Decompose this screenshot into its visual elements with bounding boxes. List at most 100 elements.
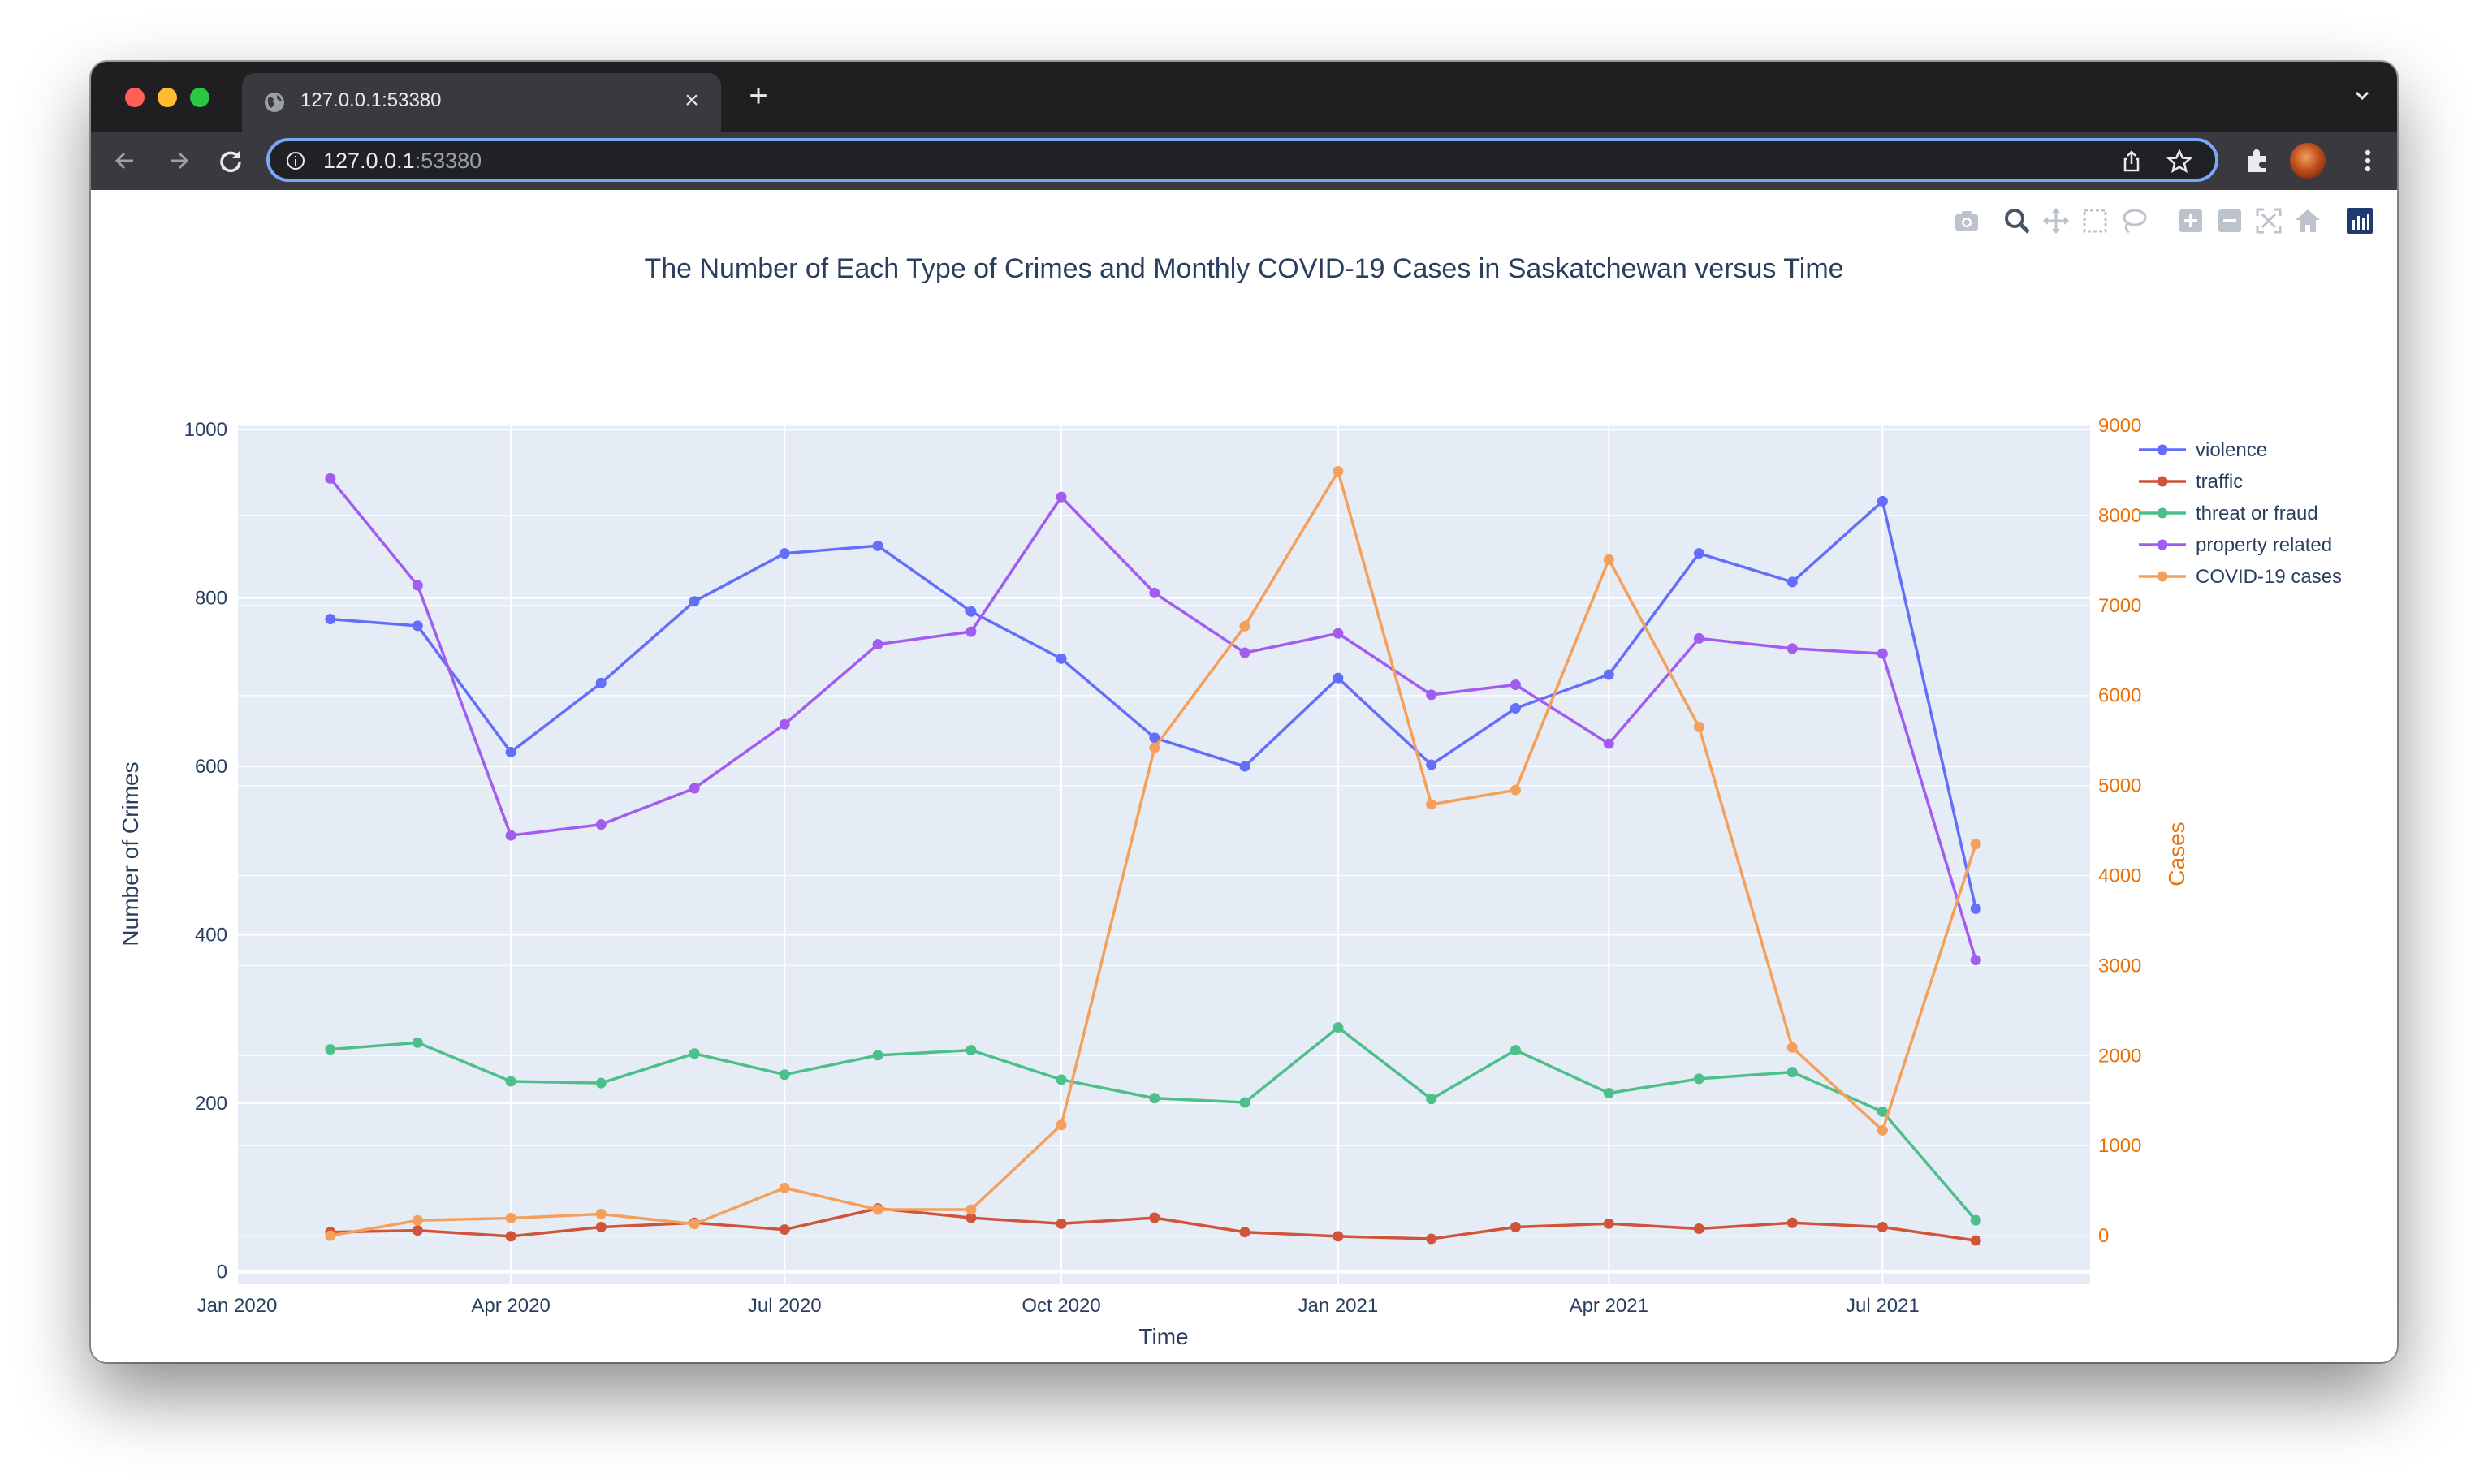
data-point-covid-19-cases[interactable] <box>505 1212 516 1223</box>
data-point-property-related[interactable] <box>595 819 607 830</box>
data-point-violence[interactable] <box>1426 759 1437 770</box>
data-point-threat-or-fraud[interactable] <box>965 1045 977 1056</box>
data-point-covid-19-cases[interactable] <box>1239 620 1250 632</box>
data-point-threat-or-fraud[interactable] <box>1603 1088 1614 1099</box>
data-point-property-related[interactable] <box>1603 738 1614 749</box>
data-point-covid-19-cases[interactable] <box>1333 466 1344 477</box>
legend-marker-covid-19-cases[interactable] <box>2157 571 2168 582</box>
data-point-threat-or-fraud[interactable] <box>412 1037 423 1048</box>
data-point-threat-or-fraud[interactable] <box>1970 1214 1981 1226</box>
data-point-traffic[interactable] <box>1693 1223 1704 1235</box>
lasso-icon[interactable] <box>2119 206 2149 235</box>
data-point-traffic[interactable] <box>1786 1217 1798 1228</box>
new-tab-button[interactable]: + <box>749 78 768 114</box>
data-point-covid-19-cases[interactable] <box>1510 784 1521 796</box>
data-point-violence[interactable] <box>1970 903 1981 914</box>
data-point-property-related[interactable] <box>965 626 977 637</box>
plotly-logo-icon[interactable] <box>2345 206 2374 235</box>
close-window-button[interactable] <box>125 88 145 107</box>
zoom-icon[interactable] <box>2002 206 2032 235</box>
data-point-traffic[interactable] <box>505 1231 516 1242</box>
data-point-covid-19-cases[interactable] <box>595 1208 607 1219</box>
data-point-property-related[interactable] <box>872 639 883 650</box>
data-point-covid-19-cases[interactable] <box>1877 1124 1888 1136</box>
data-point-violence[interactable] <box>1239 761 1250 772</box>
data-point-covid-19-cases[interactable] <box>965 1204 977 1215</box>
data-point-violence[interactable] <box>1333 672 1344 684</box>
data-point-traffic[interactable] <box>1239 1227 1250 1238</box>
data-point-covid-19-cases[interactable] <box>779 1182 790 1193</box>
data-point-threat-or-fraud[interactable] <box>1056 1074 1067 1085</box>
legend-label-covid-19-cases[interactable]: COVID-19 cases <box>2196 566 2342 588</box>
data-point-threat-or-fraud[interactable] <box>689 1048 700 1059</box>
data-point-covid-19-cases[interactable] <box>1603 554 1614 565</box>
data-point-covid-19-cases[interactable] <box>1693 722 1704 733</box>
puzzle-icon[interactable] <box>2243 146 2272 175</box>
data-point-violence[interactable] <box>965 606 977 617</box>
data-point-covid-19-cases[interactable] <box>689 1219 700 1230</box>
data-point-traffic[interactable] <box>1510 1221 1521 1232</box>
data-point-property-related[interactable] <box>689 783 700 794</box>
data-point-violence[interactable] <box>1693 548 1704 559</box>
data-point-covid-19-cases[interactable] <box>1149 742 1160 753</box>
data-point-covid-19-cases[interactable] <box>1970 839 1981 850</box>
data-point-traffic[interactable] <box>1056 1218 1067 1229</box>
legend-marker-threat-or-fraud[interactable] <box>2157 507 2168 519</box>
share-icon[interactable] <box>2119 149 2144 174</box>
data-point-property-related[interactable] <box>1877 648 1888 659</box>
data-point-traffic[interactable] <box>1970 1235 1981 1246</box>
data-point-violence[interactable] <box>412 620 423 632</box>
data-point-violence[interactable] <box>1056 653 1067 664</box>
data-point-traffic[interactable] <box>1333 1231 1344 1242</box>
data-point-threat-or-fraud[interactable] <box>1333 1022 1344 1033</box>
zoom-out-icon[interactable] <box>2215 206 2244 235</box>
data-point-violence[interactable] <box>595 677 607 688</box>
address-bar[interactable]: 127.0.0.1:53380 <box>266 138 2218 182</box>
data-point-covid-19-cases[interactable] <box>325 1230 336 1241</box>
reload-icon[interactable] <box>214 145 247 177</box>
data-point-traffic[interactable] <box>1603 1218 1614 1229</box>
legend-marker-violence[interactable] <box>2157 444 2168 455</box>
autoscale-icon[interactable] <box>2254 206 2283 235</box>
data-point-property-related[interactable] <box>1510 679 1521 690</box>
arrow-right-icon[interactable] <box>162 145 195 177</box>
data-point-threat-or-fraud[interactable] <box>1693 1073 1704 1085</box>
reset-axes-icon[interactable] <box>2293 206 2322 235</box>
data-point-covid-19-cases[interactable] <box>1786 1042 1798 1053</box>
legend-label-property-related[interactable]: property related <box>2196 534 2332 556</box>
data-point-property-related[interactable] <box>1239 647 1250 658</box>
data-point-threat-or-fraud[interactable] <box>1786 1067 1798 1078</box>
data-point-covid-19-cases[interactable] <box>1056 1119 1067 1131</box>
data-point-covid-19-cases[interactable] <box>872 1204 883 1215</box>
star-icon[interactable] <box>2166 149 2192 175</box>
legend-label-threat-or-fraud[interactable]: threat or fraud <box>2196 503 2318 524</box>
data-point-property-related[interactable] <box>1149 587 1160 598</box>
data-point-violence[interactable] <box>1877 495 1888 507</box>
data-point-threat-or-fraud[interactable] <box>1877 1106 1888 1117</box>
data-point-property-related[interactable] <box>1786 643 1798 654</box>
maximize-window-button[interactable] <box>190 88 209 107</box>
data-point-threat-or-fraud[interactable] <box>595 1077 607 1089</box>
data-point-violence[interactable] <box>779 548 790 559</box>
data-point-threat-or-fraud[interactable] <box>505 1076 516 1087</box>
data-point-traffic[interactable] <box>1426 1233 1437 1245</box>
data-point-property-related[interactable] <box>1970 955 1981 966</box>
close-icon[interactable]: × <box>685 87 699 114</box>
info-icon[interactable] <box>286 151 305 170</box>
plot-area[interactable] <box>237 425 2090 1284</box>
legend-label-traffic[interactable]: traffic <box>2196 471 2243 493</box>
data-point-violence[interactable] <box>1510 703 1521 714</box>
zoom-in-icon[interactable] <box>2176 206 2205 235</box>
data-point-threat-or-fraud[interactable] <box>872 1050 883 1061</box>
data-point-covid-19-cases[interactable] <box>412 1214 423 1226</box>
data-point-threat-or-fraud[interactable] <box>1239 1097 1250 1108</box>
url-text[interactable]: 127.0.0.1:53380 <box>323 149 482 174</box>
data-point-property-related[interactable] <box>412 580 423 591</box>
data-point-violence[interactable] <box>505 746 516 757</box>
data-point-property-related[interactable] <box>779 718 790 730</box>
data-point-violence[interactable] <box>1149 732 1160 744</box>
data-point-property-related[interactable] <box>505 830 516 841</box>
data-point-property-related[interactable] <box>1693 632 1704 644</box>
box-select-icon[interactable] <box>2080 206 2110 235</box>
data-point-threat-or-fraud[interactable] <box>1510 1045 1521 1056</box>
